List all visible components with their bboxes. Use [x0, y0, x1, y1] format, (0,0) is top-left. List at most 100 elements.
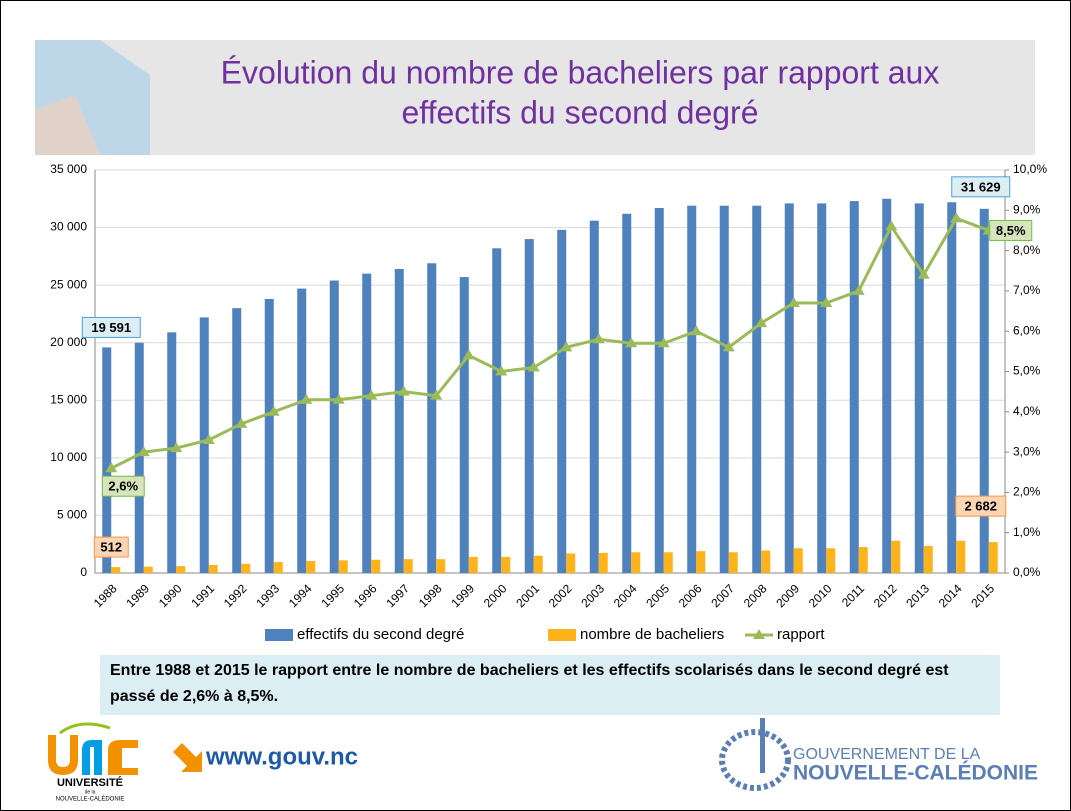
marker: [365, 389, 378, 400]
y2-tick-label: 1,0%: [1013, 525, 1041, 539]
bar: [102, 347, 112, 573]
marker: [592, 333, 605, 344]
y2-tick-label: 8,0%: [1013, 243, 1041, 257]
logo-shape: [108, 740, 138, 775]
bar: [752, 205, 762, 574]
bar: [362, 273, 372, 573]
bar: [622, 213, 632, 574]
bar: [696, 551, 706, 573]
data-label-box: [81, 316, 141, 338]
logo-shape: [59, 722, 111, 735]
line: [110, 216, 990, 470]
marker: [495, 365, 508, 376]
marker: [462, 349, 475, 360]
bar: [273, 562, 283, 573]
bar: [923, 545, 933, 573]
y-tick-label: 10 000: [50, 450, 87, 464]
data-label-box: [989, 219, 1033, 241]
marker: [332, 393, 345, 404]
bar: [566, 553, 576, 573]
header-decor: [35, 95, 100, 155]
bar: [427, 263, 437, 573]
chart-title: effectifs du second degré: [402, 94, 759, 130]
bar: [371, 559, 381, 573]
bar: [167, 332, 177, 573]
data-label: 8,5%: [996, 223, 1026, 238]
bar: [631, 552, 641, 573]
chart-title: Évolution du nombre de bacheliers par ra…: [221, 54, 940, 90]
bar: [687, 205, 697, 574]
bar: [436, 559, 446, 573]
bar: [891, 540, 901, 573]
y2-tick-label: 5,0%: [1013, 364, 1041, 378]
y-tick-label: 35 000: [50, 162, 87, 176]
data-label-box: [951, 176, 1011, 198]
logo-shape: [48, 735, 78, 775]
marker: [137, 446, 150, 457]
bar: [947, 202, 957, 574]
bar: [264, 298, 274, 573]
y2-tick-label: 4,0%: [1013, 404, 1041, 418]
bar: [329, 280, 339, 573]
y-tick-label: 20 000: [50, 335, 87, 349]
bar: [306, 560, 316, 573]
note-text: Entre 1988 et 2015 le rapport entre le n…: [110, 662, 949, 705]
logo-text: UNIVERSITÉ: [57, 776, 123, 789]
data-label: 19 591: [91, 320, 131, 335]
bar: [784, 203, 794, 574]
marker: [755, 317, 768, 328]
marker: [105, 462, 118, 473]
legend-swatch: [753, 629, 765, 639]
legend-swatch: [265, 629, 293, 641]
logo-text: NOUVELLE-CALÉDONIE: [56, 796, 125, 803]
marker: [430, 389, 443, 400]
bar: [176, 566, 186, 573]
data-label: 2,6%: [108, 479, 138, 494]
logo-shape: [719, 729, 791, 791]
y2-tick-label: 6,0%: [1013, 323, 1041, 337]
note-box: [100, 655, 1000, 715]
marker: [170, 442, 183, 453]
data-label: 512: [100, 540, 122, 555]
bar: [849, 201, 859, 574]
data-label-box: [955, 495, 1007, 517]
logo-text: NOUVELLE-CALÉDONIE: [793, 762, 1038, 785]
bar: [728, 552, 738, 573]
y2-tick-label: 3,0%: [1013, 444, 1041, 458]
bar: [459, 277, 469, 573]
y2-tick-label: 9,0%: [1013, 202, 1041, 216]
bar: [338, 560, 348, 573]
marker: [917, 268, 930, 279]
bar: [232, 308, 242, 573]
data-label-box: [93, 536, 129, 558]
marker: [950, 212, 963, 223]
marker: [267, 405, 280, 416]
bar: [199, 317, 209, 573]
marker: [300, 393, 313, 404]
legend-label: nombre de bacheliers: [580, 626, 724, 643]
bar: [297, 288, 307, 573]
bar: [988, 542, 998, 573]
bar: [492, 248, 502, 573]
bar: [208, 564, 218, 573]
bar: [468, 556, 478, 573]
bar: [663, 552, 673, 573]
data-label-box: [101, 475, 145, 497]
marker: [690, 325, 703, 336]
bar: [394, 269, 404, 573]
bar: [403, 559, 413, 573]
bar: [598, 552, 608, 573]
logo-text: GOUVERNEMENT DE LA: [793, 746, 981, 763]
bar: [761, 550, 771, 573]
y-tick-label: 25 000: [50, 277, 87, 291]
marker: [235, 417, 248, 428]
marker: [657, 337, 670, 348]
marker: [397, 385, 410, 396]
legend-label: effectifs du second degré: [297, 626, 464, 643]
arrow-icon: [173, 743, 202, 772]
logo-text: de la: [85, 789, 96, 795]
marker: [527, 361, 540, 372]
data-label: 31 629: [961, 179, 1001, 194]
marker: [560, 341, 573, 352]
